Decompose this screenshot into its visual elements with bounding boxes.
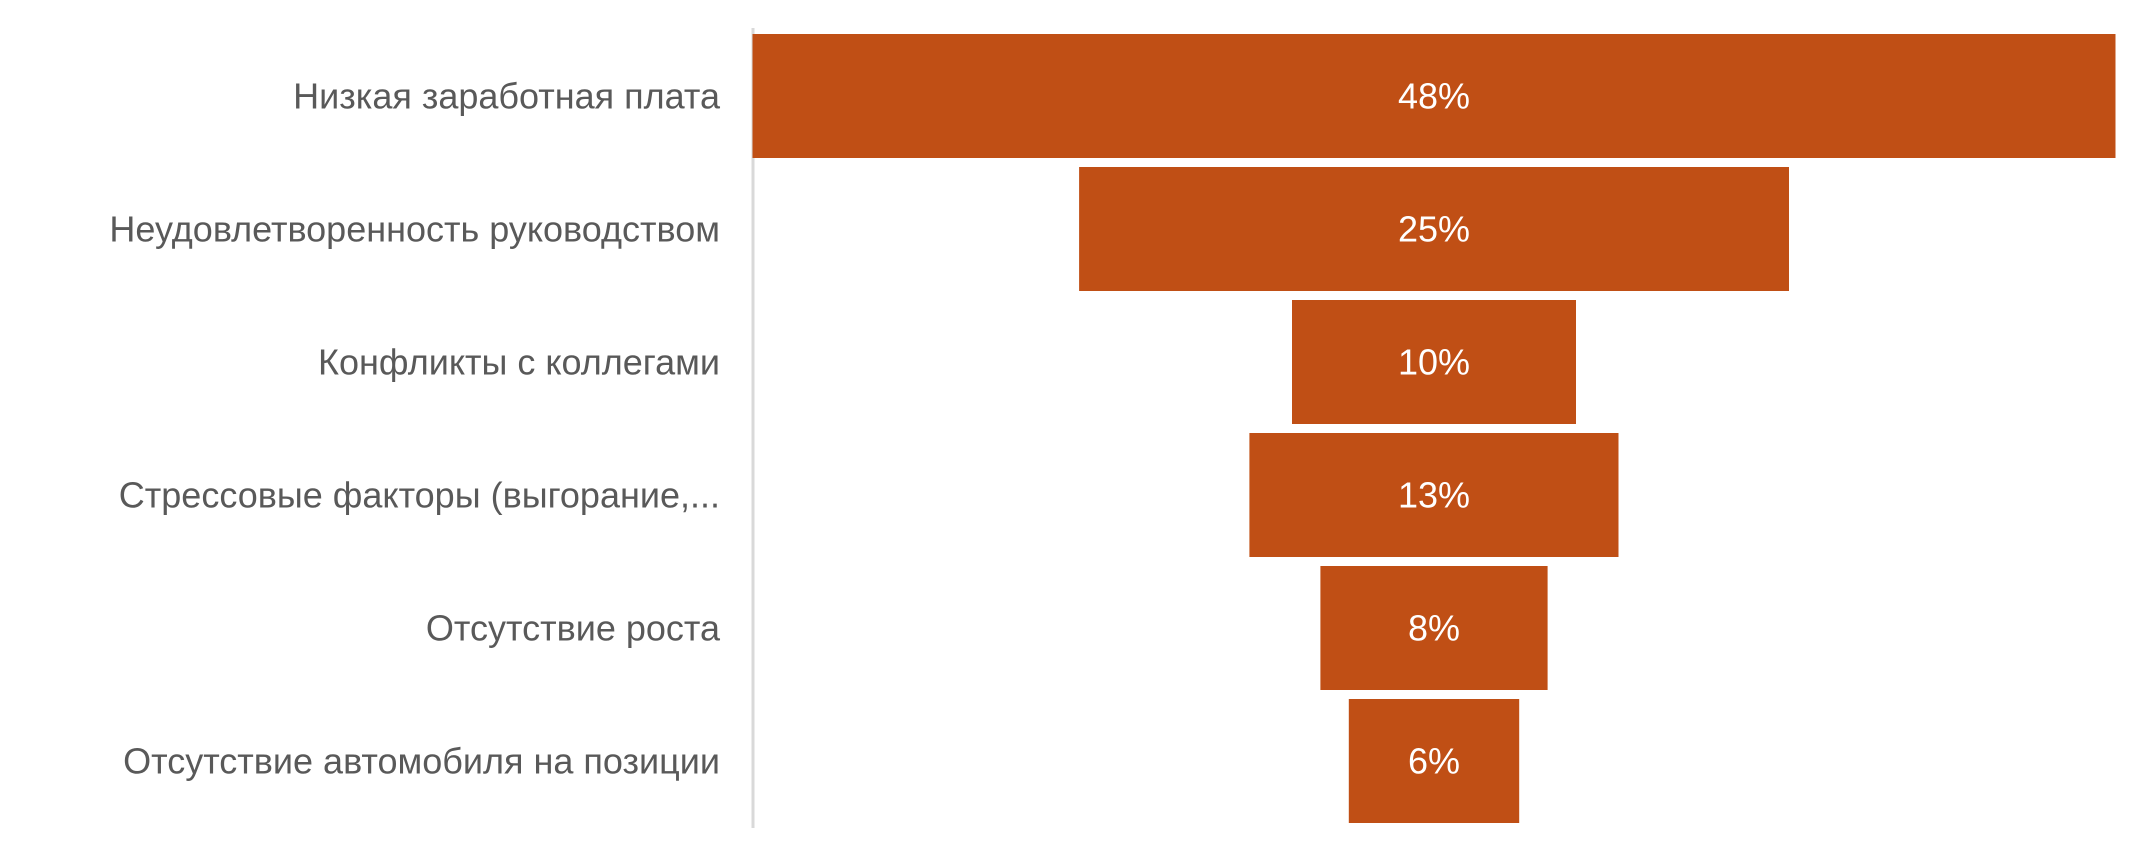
data-label: 13%	[1398, 475, 1470, 516]
data-label: 48%	[1398, 76, 1470, 117]
category-labels-group: Низкая заработная плата Неудовлетвореннос…	[109, 76, 721, 782]
bars-group	[752, 34, 2116, 823]
category-label: Отсутствие роста	[426, 608, 721, 649]
category-label: Стрессовые факторы (выгорание,...	[119, 475, 720, 516]
funnel-bar	[752, 34, 2116, 158]
funnel-bar	[1320, 566, 1548, 690]
data-label: 6%	[1408, 741, 1460, 782]
category-label: Отсутствие автомобиля на позиции	[123, 741, 720, 782]
category-label: Низкая заработная плата	[293, 76, 721, 117]
data-label: 10%	[1398, 342, 1470, 383]
funnel-bar	[1292, 300, 1576, 424]
category-label: Неудовлетворенность руководством	[109, 209, 720, 250]
funnel-bar	[1348, 699, 1520, 823]
funnel-bar	[1079, 167, 1789, 291]
data-labels-group: 48% 25% 10% 13% 8% 6%	[1398, 76, 1470, 782]
data-label: 25%	[1398, 209, 1470, 250]
category-label: Конфликты с коллегами	[318, 342, 720, 383]
funnel-bar	[1249, 433, 1619, 557]
data-label: 8%	[1408, 608, 1460, 649]
